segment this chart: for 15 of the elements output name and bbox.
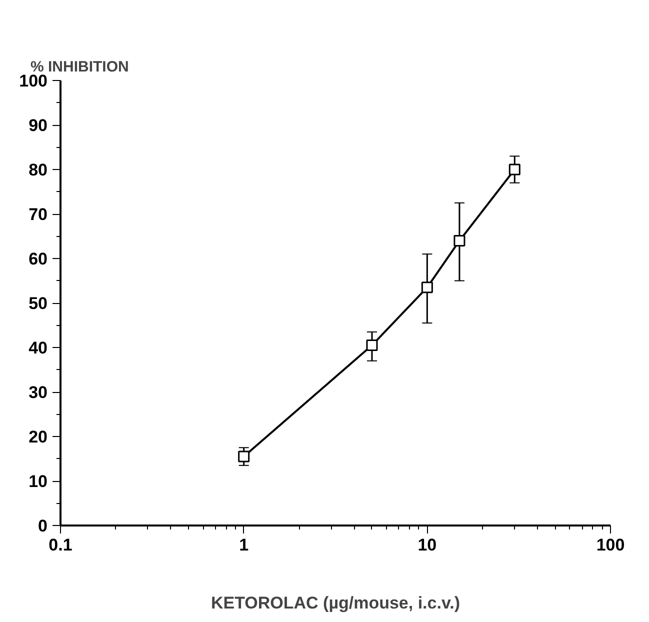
y-tick-label: 70	[28, 205, 48, 224]
y-tick-label: 0	[38, 516, 48, 536]
x-tick-label: 1	[239, 536, 249, 554]
x-tick-label: 100	[596, 536, 625, 554]
x-tick-label: 0.1	[48, 536, 72, 554]
y-tick-label: 30	[28, 383, 48, 402]
y-tick-label: 60	[28, 250, 48, 268]
y-tick-label: 40	[28, 338, 48, 358]
x-tick-label: 10	[418, 536, 437, 554]
y-tick-label: 50	[28, 294, 48, 313]
y-tick-label: 10	[28, 472, 48, 491]
y-tick-label: 20	[28, 428, 48, 446]
y-tick-label: 90	[28, 116, 48, 135]
x-axis-title: KETOROLAC (µg/mouse, i.c.v.)	[210, 594, 460, 612]
y-tick-label: 80	[28, 160, 48, 180]
